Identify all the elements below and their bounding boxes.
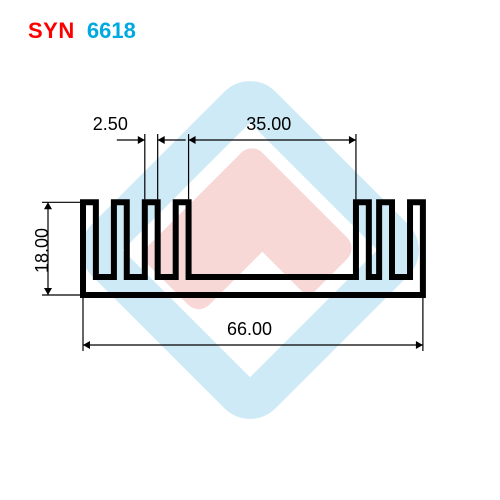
dim-height: 18.00 bbox=[32, 228, 53, 273]
dim-fin-thickness: 2.50 bbox=[93, 114, 128, 135]
profile-drawing bbox=[0, 0, 500, 500]
dim-center-gap: 35.00 bbox=[246, 114, 291, 135]
dim-width: 66.00 bbox=[227, 319, 272, 340]
